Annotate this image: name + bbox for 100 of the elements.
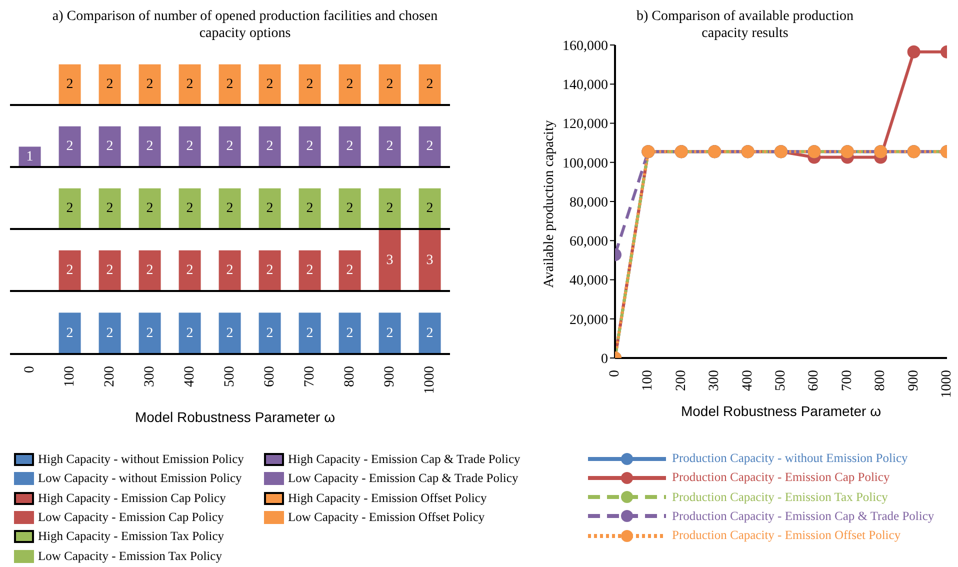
legend-label: Low Capacity - Emission Cap Policy bbox=[37, 510, 224, 525]
data-label: 2 bbox=[186, 139, 194, 154]
y-tick-label: 80,000 bbox=[570, 195, 608, 210]
point bbox=[907, 45, 920, 58]
data-label: 2 bbox=[346, 263, 354, 278]
data-label: 2 bbox=[346, 201, 354, 216]
data-label: 2 bbox=[386, 139, 394, 154]
x-tick-label: 600 bbox=[806, 370, 822, 391]
data-label: 2 bbox=[226, 139, 234, 154]
text: Production Capacity - without Emission Policy bbox=[672, 451, 908, 466]
data-label: 2 bbox=[306, 77, 314, 92]
data-label: 2 bbox=[106, 77, 114, 92]
data-label: 2 bbox=[266, 326, 274, 341]
x-tick-label: 700 bbox=[840, 370, 855, 391]
x-tick-label: 200 bbox=[674, 370, 689, 391]
data-label: 2 bbox=[426, 77, 434, 92]
x-tick-label: 900 bbox=[906, 370, 922, 391]
data-label: 2 bbox=[66, 139, 74, 154]
data-label: 2 bbox=[306, 263, 314, 278]
data-label: 2 bbox=[146, 326, 154, 341]
data-label: 2 bbox=[186, 263, 194, 278]
data-label: 2 bbox=[66, 326, 74, 341]
data-label: 2 bbox=[306, 139, 314, 154]
legend-label: Low Capacity - Emission Cap & Trade Policy bbox=[287, 471, 518, 486]
data-label: 2 bbox=[186, 77, 194, 92]
x-tick-label: 400 bbox=[740, 370, 756, 391]
y-tick-label: 60,000 bbox=[570, 234, 608, 250]
legend-label: Low Capacity - Emission Tax Policy bbox=[37, 548, 222, 564]
data-label: 2 bbox=[226, 77, 234, 92]
x-axis-title: Model Robustness Parameter ω bbox=[134, 409, 336, 425]
data-label: 3 bbox=[426, 253, 434, 268]
data-label: 2 bbox=[106, 201, 114, 216]
data-label: 2 bbox=[106, 326, 114, 341]
data-label: 2 bbox=[66, 263, 74, 278]
data-label: 2 bbox=[386, 77, 394, 92]
data-label: 2 bbox=[146, 263, 154, 278]
data-label: 2 bbox=[186, 201, 194, 216]
data-label: 2 bbox=[106, 139, 114, 154]
y-axis-title: Available production capacity bbox=[542, 119, 558, 290]
x-tick-label: 500 bbox=[774, 370, 788, 391]
data-label: 2 bbox=[346, 326, 354, 341]
data-label: 2 bbox=[146, 201, 154, 216]
data-label: 2 bbox=[346, 77, 354, 92]
chart-title: b) Comparison of available production capacity results bbox=[636, 8, 854, 42]
data-label: 2 bbox=[226, 326, 234, 341]
x-tick-label: 600 bbox=[262, 366, 278, 387]
y-tick-label: 20,000 bbox=[570, 312, 608, 328]
data-label: 2 bbox=[426, 139, 434, 154]
data-label: 2 bbox=[266, 201, 274, 216]
data-label: 2 bbox=[306, 326, 314, 341]
data-label: 2 bbox=[386, 326, 394, 341]
data-label: 2 bbox=[346, 139, 354, 154]
legend-label: Low Capacity - without Emission Policy bbox=[37, 471, 242, 486]
data-label: 2 bbox=[146, 139, 154, 154]
data-label: 2 bbox=[386, 201, 394, 216]
data-label: 2 bbox=[266, 77, 274, 92]
x-tick-label: 100 bbox=[62, 366, 78, 387]
x-tick-label: 200 bbox=[102, 366, 118, 387]
data-label: 1 bbox=[26, 149, 34, 164]
data-label: 2 bbox=[226, 263, 234, 278]
text: Production Capacity - Emission Offset Policy bbox=[672, 528, 901, 544]
x-tick-label: 700 bbox=[302, 366, 318, 387]
y-tick-label: 140,000 bbox=[562, 78, 608, 94]
data-label: 2 bbox=[106, 263, 114, 278]
x-tick-label: 300 bbox=[707, 370, 722, 391]
data-label: 2 bbox=[146, 77, 154, 92]
legend-label: High Capacity - without Emission Policy bbox=[37, 452, 244, 467]
x-tick-label: 800 bbox=[342, 366, 358, 387]
data-label: 2 bbox=[186, 326, 194, 341]
text: Production Capacity - Emission Tax Policy bbox=[672, 490, 888, 505]
text: Production Capacity - Emission Cap Policy bbox=[672, 470, 890, 486]
x-axis-title: Model Robustness Parameter ω bbox=[680, 403, 882, 419]
data-label: 2 bbox=[306, 201, 314, 216]
legend-label: High Capacity - Emission Cap & Trade Policy bbox=[287, 452, 520, 467]
chart-title: a) Comparison of number of opened production facilities and chosen capacity options bbox=[51, 8, 439, 42]
data-label: 2 bbox=[66, 201, 74, 216]
x-tick-label: 800 bbox=[873, 370, 888, 391]
y-tick-label: 160,000 bbox=[562, 38, 608, 54]
legend-label: High Capacity - Emission Cap Policy bbox=[37, 490, 226, 506]
y-tick-label: 120,000 bbox=[562, 117, 608, 132]
data-label: 2 bbox=[226, 201, 234, 216]
data-label: 2 bbox=[426, 201, 434, 216]
data-label: 2 bbox=[266, 139, 274, 154]
x-tick-label: 1000 bbox=[422, 366, 438, 394]
data-label: 2 bbox=[426, 326, 434, 341]
text: Production Capacity - Emission Cap & Trade Policy bbox=[672, 508, 934, 524]
legend-label: High Capacity - Emission Offset Policy bbox=[287, 490, 487, 506]
x-tick-label: 0 bbox=[608, 370, 622, 377]
legend-label: Low Capacity - Emission Offset Policy bbox=[287, 510, 485, 525]
x-tick-label: 400 bbox=[182, 366, 198, 387]
x-tick-label: 0 bbox=[22, 366, 38, 373]
x-tick-label: 1000 bbox=[940, 370, 954, 398]
x-tick-label: 300 bbox=[142, 366, 158, 387]
x-tick-label: 900 bbox=[382, 366, 398, 387]
y-tick-label: 100,000 bbox=[562, 156, 608, 172]
x-tick-label: 100 bbox=[640, 370, 656, 391]
y-tick-label: 40,000 bbox=[570, 274, 608, 289]
data-label: 2 bbox=[266, 263, 274, 278]
legend-label: High Capacity - Emission Tax Policy bbox=[37, 529, 224, 544]
data-label: 3 bbox=[386, 253, 394, 268]
